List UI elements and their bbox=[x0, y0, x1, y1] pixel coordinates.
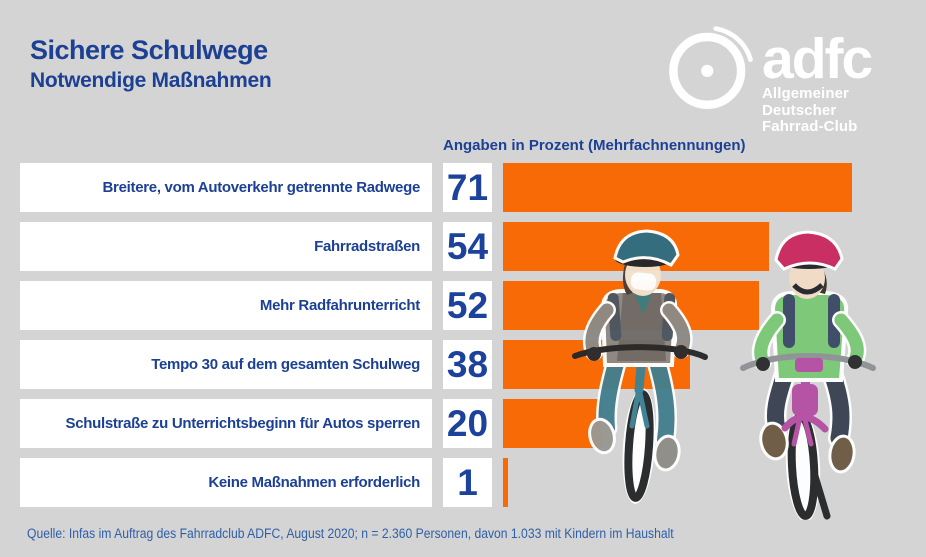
bar-chart: Breitere, vom Autoverkehr getrennte Radw… bbox=[20, 163, 853, 517]
child-right bbox=[740, 230, 876, 520]
bar-label: Breitere, vom Autoverkehr getrennte Radw… bbox=[20, 163, 432, 212]
source-note: Quelle: Infas im Auftrag des Fahrradclub… bbox=[27, 526, 674, 541]
logo-subline-2: Fahrrad-Club bbox=[762, 118, 858, 136]
logo-text: adfc Allgemeiner Deutscher Fahrrad-Club bbox=[762, 22, 926, 136]
page-title: Sichere Schulwege bbox=[30, 35, 268, 65]
logo-subline: Allgemeiner Deutscher Fahrrad-Club bbox=[762, 84, 926, 136]
bar-label: Mehr Radfahrunterricht bbox=[20, 281, 432, 330]
bar-row: Schulstraße zu Unterrichtsbeginn für Aut… bbox=[20, 399, 852, 448]
bar-value: 38 bbox=[443, 340, 492, 389]
bar bbox=[503, 399, 602, 448]
bar-label: Tempo 30 auf dem gesamten Schulweg bbox=[20, 340, 432, 389]
bar-value: 20 bbox=[443, 399, 492, 448]
bar-value: 52 bbox=[443, 281, 492, 330]
bar-row: Breitere, vom Autoverkehr getrennte Radw… bbox=[20, 163, 853, 212]
bar-value: 54 bbox=[443, 222, 492, 271]
logo-brand: adfc bbox=[762, 27, 873, 91]
bar-value: 1 bbox=[443, 458, 492, 507]
page-subtitle: Notwendige Maßnahmen bbox=[30, 68, 272, 92]
bar bbox=[503, 458, 508, 507]
bar-value: 71 bbox=[443, 163, 492, 212]
axis-note: Angaben in Prozent (Mehrfachnennungen) bbox=[443, 137, 746, 154]
bar-row: Fahrradstraßen 54 bbox=[20, 222, 852, 271]
bar-label: Keine Maßnahmen erforderlich bbox=[20, 458, 432, 507]
bar-label: Schulstraße zu Unterrichtsbeginn für Aut… bbox=[20, 399, 432, 448]
title-block: Sichere Schulwege Notwendige Maßnahmen bbox=[30, 35, 272, 93]
logo-subline-1: Allgemeiner Deutscher bbox=[762, 84, 849, 119]
bar bbox=[503, 163, 853, 212]
children-on-bikes-illustration bbox=[572, 229, 876, 520]
adfc-logo: adfc Allgemeiner Deutscher Fahrrad-Club bbox=[664, 22, 926, 136]
bar-label: Fahrradstraßen bbox=[20, 222, 432, 271]
bicycle-wheel-icon bbox=[669, 26, 753, 109]
bar-row: Keine Maßnahmen erforderlich 1 bbox=[20, 458, 852, 507]
child-left bbox=[572, 229, 708, 504]
